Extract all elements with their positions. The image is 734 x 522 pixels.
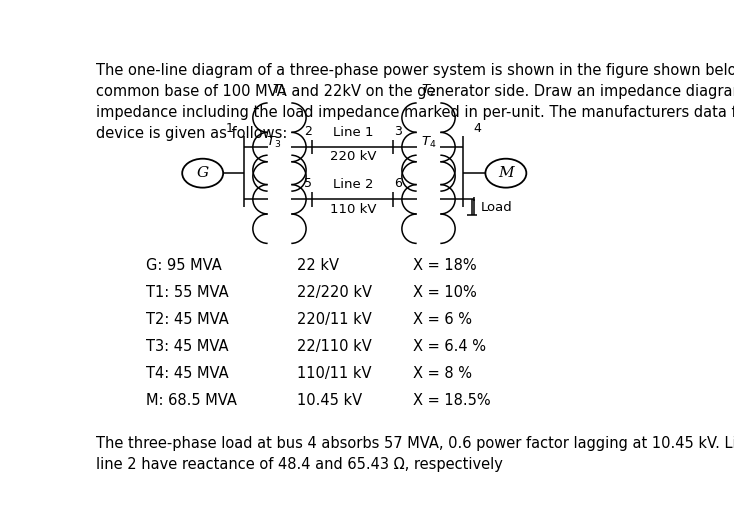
Text: X = 18%: X = 18% [413,258,477,273]
Text: Load: Load [480,201,512,214]
Text: Line 2: Line 2 [333,178,373,191]
Text: X = 6.4 %: X = 6.4 % [413,339,486,354]
Text: 220/11 kV: 220/11 kV [297,312,371,327]
Text: G: G [197,166,208,180]
Text: X = 8 %: X = 8 % [413,366,472,381]
Text: 220 kV: 220 kV [330,150,376,163]
Text: T3: 45 MVA: T3: 45 MVA [146,339,228,354]
Text: 110 kV: 110 kV [330,203,376,216]
Text: $T_1$: $T_1$ [272,83,287,98]
Text: 110/11 kV: 110/11 kV [297,366,371,381]
Text: T1: 55 MVA: T1: 55 MVA [146,285,228,300]
Text: M: 68.5 MVA: M: 68.5 MVA [146,393,236,408]
Text: Line 1: Line 1 [333,126,373,139]
Text: 2: 2 [304,125,312,138]
Text: 22/220 kV: 22/220 kV [297,285,371,300]
Text: T4: 45 MVA: T4: 45 MVA [146,366,228,381]
Text: The three-phase load at bus 4 absorbs 57 MVA, 0.6 power factor lagging at 10.45 : The three-phase load at bus 4 absorbs 57… [96,436,734,472]
Text: $T_3$: $T_3$ [266,135,281,150]
Text: X = 10%: X = 10% [413,285,477,300]
Text: The one-line diagram of a three-phase power system is shown in the figure shown : The one-line diagram of a three-phase po… [96,64,734,141]
Text: 1: 1 [226,122,234,135]
Text: T2: 45 MVA: T2: 45 MVA [146,312,228,327]
Text: X = 18.5%: X = 18.5% [413,393,491,408]
Text: M: M [498,166,514,180]
Text: 4: 4 [473,122,481,135]
Text: G: 95 MVA: G: 95 MVA [146,258,222,273]
Text: 22 kV: 22 kV [297,258,338,273]
Text: 3: 3 [394,125,401,138]
Text: 10.45 kV: 10.45 kV [297,393,362,408]
Text: X = 6 %: X = 6 % [413,312,472,327]
Text: 6: 6 [394,177,401,191]
Text: $T_2$: $T_2$ [421,83,436,98]
Text: 5: 5 [304,177,312,191]
Text: $T_4$: $T_4$ [421,135,436,150]
Text: 22/110 kV: 22/110 kV [297,339,371,354]
